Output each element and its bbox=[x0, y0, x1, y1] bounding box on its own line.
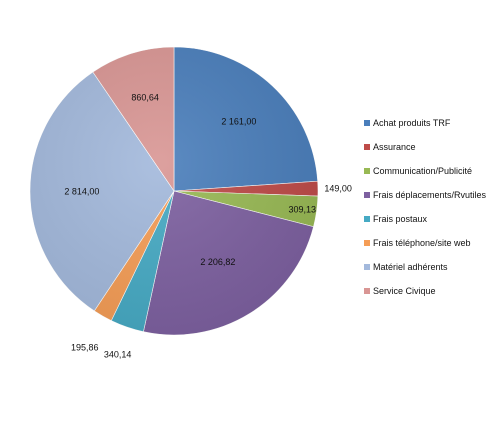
legend-swatch bbox=[364, 264, 370, 270]
legend-item-6: Frais téléphone/site web bbox=[364, 231, 486, 255]
legend-swatch bbox=[364, 216, 370, 222]
legend-item-8: Service Civique bbox=[364, 279, 486, 303]
data-label-5: 340,14 bbox=[104, 349, 132, 359]
legend-swatch bbox=[364, 144, 370, 150]
legend-label: Achat produits TRF bbox=[373, 118, 451, 128]
legend-item-7: Matériel adhérents bbox=[364, 255, 486, 279]
legend-item-4: Frais déplacements/Rvutiles bbox=[364, 183, 486, 207]
data-label-4: 2 206,82 bbox=[200, 257, 235, 267]
pie-data-labels: 2 161,00 149,00 309,13 2 206,82 340,14 195,86… bbox=[64, 92, 352, 359]
legend-item-1: Achat produits TRF bbox=[364, 111, 486, 135]
data-label-1: 2 161,00 bbox=[221, 117, 256, 127]
legend-label: Frais téléphone/site web bbox=[373, 238, 471, 248]
legend-label: Service Civique bbox=[373, 286, 436, 296]
legend-swatch bbox=[364, 288, 370, 294]
legend-swatch bbox=[364, 240, 370, 246]
legend-swatch bbox=[364, 168, 370, 174]
legend-label: Communication/Publicité bbox=[373, 166, 473, 176]
data-label-6: 195,86 bbox=[71, 342, 99, 352]
legend-item-2: Assurance bbox=[364, 135, 486, 159]
legend-label: Frais postaux bbox=[373, 214, 428, 224]
legend-label: Matériel adhérents bbox=[373, 262, 448, 272]
data-label-7: 2 814,00 bbox=[64, 187, 99, 197]
legend-item-3: Communication/Publicité bbox=[364, 159, 486, 183]
data-label-3: 309,13 bbox=[289, 204, 317, 214]
legend: Achat produits TRF Assurance Communication… bbox=[364, 111, 486, 303]
legend-label: Assurance bbox=[373, 142, 416, 152]
legend-swatch bbox=[364, 192, 370, 198]
data-label-2: 149,00 bbox=[324, 183, 352, 193]
legend-label: Frais déplacements/Rvutiles bbox=[373, 190, 487, 200]
legend-item-5: Frais postaux bbox=[364, 207, 486, 231]
data-label-8: 860,64 bbox=[131, 92, 159, 102]
legend-swatch bbox=[364, 120, 370, 126]
